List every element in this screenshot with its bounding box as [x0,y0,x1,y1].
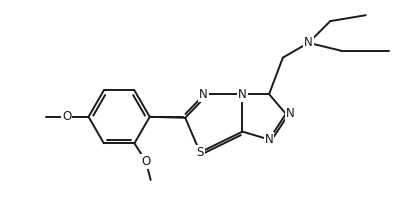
Text: N: N [304,36,313,49]
Text: N: N [286,107,295,120]
Text: O: O [141,155,150,168]
Text: S: S [196,146,204,159]
Text: N: N [238,88,247,101]
Text: N: N [265,133,274,146]
Text: N: N [199,88,208,101]
Text: O: O [62,110,72,123]
